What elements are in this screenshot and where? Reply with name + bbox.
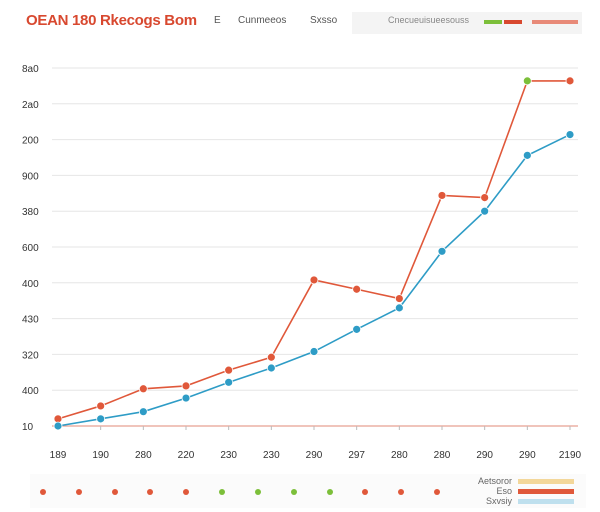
footer-toggle-dot-icon[interactable] [398,489,405,495]
legend-entry-2: Eso [496,486,574,496]
series-1-point [96,401,106,411]
y-tick-label: 430 [22,315,39,326]
x-tick-label: 290 [519,450,536,461]
x-tick-label: 2190 [559,450,582,461]
footer-toggle-dot-icon[interactable] [326,489,333,495]
y-tick-label: 8a0 [22,64,39,75]
chart-title: OEAN 180 Rkecogs Bom [26,12,197,29]
footer-toggle-dot-icon[interactable] [111,489,118,495]
y-tick-label: 10 [22,422,34,433]
red-swatch-icon [504,20,522,24]
footer-toggle-dot-icon[interactable] [75,489,82,495]
series-1-point [352,284,362,294]
orange-swatch-icon [532,20,578,24]
series-2-point [266,363,276,373]
header-box-label: Cnecueuisueesouss [388,15,470,25]
x-tick-label: 280 [135,450,152,461]
x-tick-label: 220 [178,450,195,461]
x-tick-label: 290 [306,450,323,461]
series-1-point [309,275,319,285]
series-1-point [565,76,575,86]
header-tab-b[interactable]: Cunmeeos [238,15,287,26]
series-2-point [96,414,106,424]
series-1-point [437,191,447,200]
legend-label-1: Aetsoror [477,476,512,486]
series-2-point [138,407,148,417]
legend-label-3: Sxvsiy [485,496,512,506]
y-tick-label: 900 [22,171,39,182]
series-2-point [53,421,63,431]
footer-toggle-dot-icon[interactable] [40,489,46,495]
y-tick-label: 600 [22,243,39,254]
x-tick-label: 190 [92,450,109,461]
series-1-point [480,193,490,202]
chart-header: OEAN 180 Rkecogs Bom E Cunmeeos Sxsso Cn… [0,0,600,40]
y-tick-label: 400 [22,279,39,290]
green-swatch-icon [484,20,502,24]
y-tick-label: 400 [22,386,39,397]
legend-entry-3: Sxvsiy [486,496,574,506]
header-legend-box: Cnecueuisueesouss [352,12,582,34]
legend-swatch-3-icon [518,498,574,504]
series-line-1 [57,80,570,420]
y-tick-label: 320 [22,350,39,361]
x-tick-label: 280 [434,450,451,461]
legend-entry-1: Aetsoror [478,476,574,486]
series-1-point [394,294,404,303]
footer-toggle-dot-icon[interactable] [362,489,369,495]
footer-controls [40,481,440,503]
footer-toggle-dot-icon[interactable] [183,489,190,495]
x-tick-label: 297 [348,450,365,461]
footer-toggle-dot-icon[interactable] [219,489,226,495]
series-2-point [352,324,362,334]
series-2-point [309,347,319,356]
series-2-point [181,393,191,403]
series-1-point [138,384,148,394]
series-2-point [522,150,532,160]
x-tick-label: 230 [220,450,237,461]
legend-swatch-1-icon [518,478,574,484]
footer-toggle-dot-icon[interactable] [147,489,154,495]
x-tick-label: 189 [50,450,67,461]
footer-toggle-dot-icon[interactable] [290,489,297,495]
line-chart: 10 400 320 430 400 600 380 900 200 2a0 8a0 189 190 28… [22,64,582,461]
y-tick-label: 200 [22,136,39,147]
series-1-point [266,352,276,362]
legend-label-2: Eso [496,486,512,496]
series-1-point [181,381,191,391]
y-tick-label: 2a0 [22,100,39,111]
header-tab-a[interactable]: E [214,15,221,26]
footer-toggle-dot-icon[interactable] [433,489,440,495]
x-tick-label: 290 [476,450,493,461]
series-2-point [394,303,404,313]
series-2-point [437,246,447,256]
chart-footer: Aetsoror Eso Sxvsiy [30,474,586,508]
x-tick-label: 230 [263,450,280,461]
series-2-point [565,130,575,139]
header-tab-c[interactable]: Sxsso [310,15,338,26]
series-1-point [522,76,532,86]
series-2-point [480,206,490,216]
legend-swatch-2-icon [518,488,574,494]
footer-toggle-dot-icon[interactable] [254,489,261,495]
series-1-point [224,365,234,375]
series-2-point [224,377,234,387]
y-tick-label: 380 [22,207,39,218]
x-tick-label: 280 [391,450,408,461]
